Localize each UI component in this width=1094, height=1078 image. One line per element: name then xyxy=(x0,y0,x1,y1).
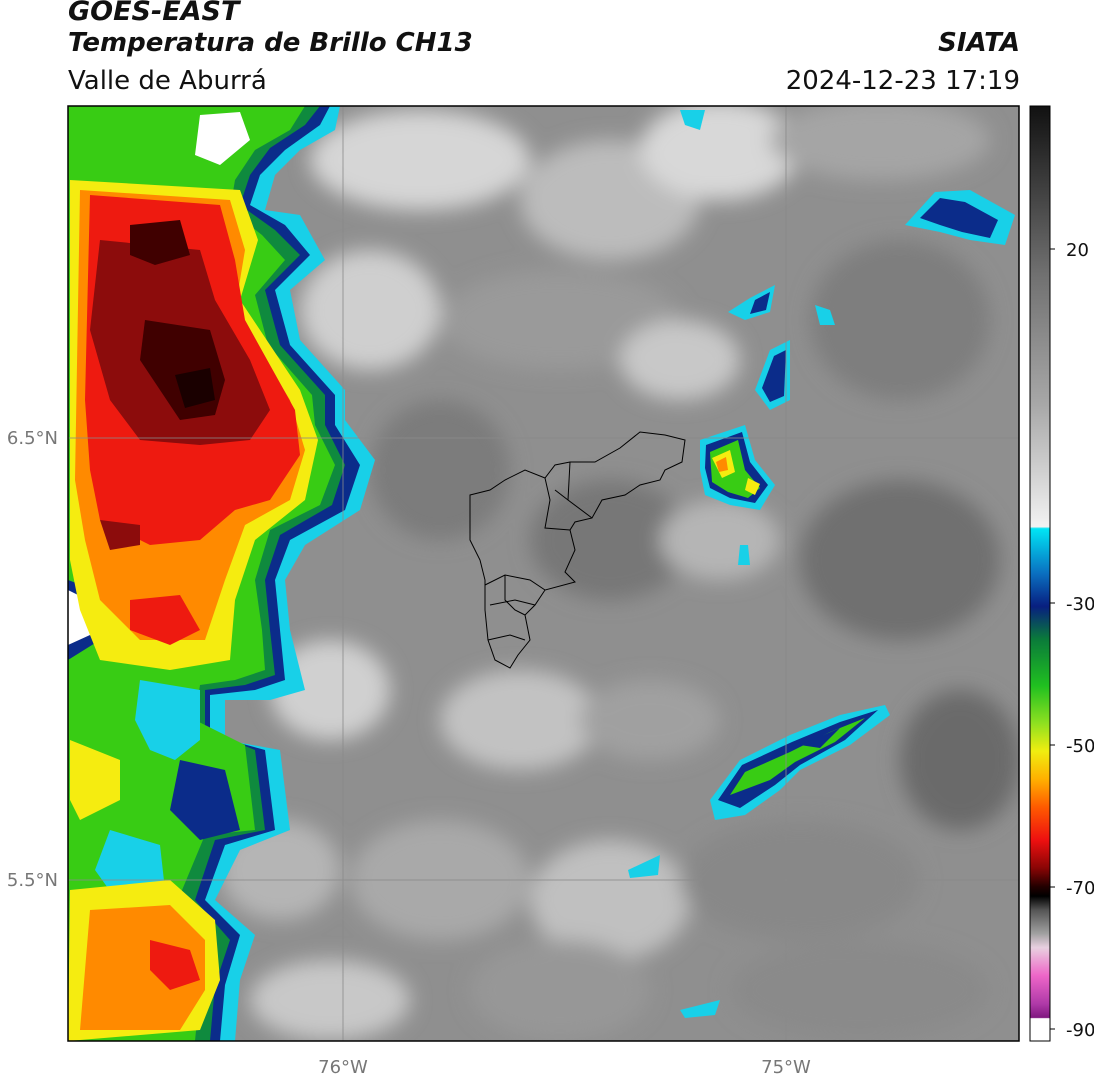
colorbar-tick-label: -90 xyxy=(1066,1020,1094,1041)
convective-cells-east xyxy=(628,110,1015,1018)
colorbar-tick-label: -70 xyxy=(1066,878,1094,899)
brand-label: SIATA xyxy=(938,28,1020,58)
convective-system-west xyxy=(68,106,375,1041)
title-satellite: GOES-EAST xyxy=(68,0,240,27)
map-frame xyxy=(67,105,1020,1042)
colorbar-tick-label: 20 xyxy=(1066,240,1089,261)
colorbar-ticks xyxy=(1050,248,1055,1030)
colorbar-tick-label: -50 xyxy=(1066,736,1094,757)
lon-tick-label: 75°W xyxy=(761,1057,811,1078)
satellite-imagery xyxy=(68,106,1019,1041)
colorbar-scale xyxy=(1029,105,1051,1042)
timestamp: 2024-12-23 17:19 xyxy=(785,66,1020,96)
colorbar: 20 -30 -50 -70 -90 xyxy=(1029,105,1094,1042)
lon-tick-label: 76°W xyxy=(318,1057,368,1078)
lat-tick-label: 5.5°N xyxy=(7,870,58,891)
lat-tick-label: 6.5°N xyxy=(7,428,58,449)
cloud-texture xyxy=(220,106,1019,1040)
title-region: Valle de Aburrá xyxy=(68,66,267,96)
municipal-boundaries xyxy=(469,431,686,669)
title-product: Temperatura de Brillo CH13 xyxy=(68,28,473,58)
graticule xyxy=(68,106,1019,1041)
colorbar-tick-label: -30 xyxy=(1066,594,1094,615)
